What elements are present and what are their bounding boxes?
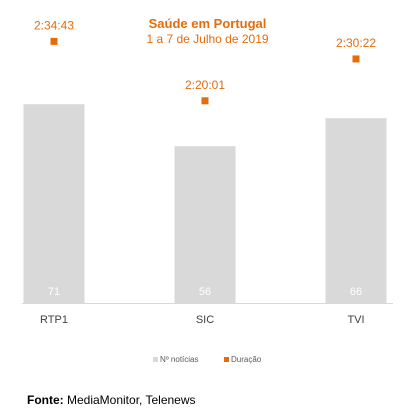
bar-value-label: 71 bbox=[48, 286, 60, 298]
bar-value-label: 56 bbox=[199, 286, 211, 298]
duration-marker-sic bbox=[201, 97, 209, 105]
legend-label-noticias: Nº notícias bbox=[160, 355, 199, 364]
bar-tvi bbox=[325, 118, 387, 303]
duration-marker-tvi bbox=[352, 55, 360, 63]
source-label: Fonte: bbox=[27, 393, 64, 407]
source-text: MediaMonitor, Telenews bbox=[63, 393, 196, 407]
bar-rtp1 bbox=[23, 104, 85, 303]
duration-marker-rtp1 bbox=[50, 37, 58, 45]
x-tick-label: TVI bbox=[347, 314, 364, 326]
legend-swatch-duracao bbox=[224, 357, 229, 362]
legend-label-duracao: Duração bbox=[231, 355, 262, 364]
duration-value-label: 2:34:43 bbox=[34, 18, 74, 32]
x-tick-label: SIC bbox=[196, 314, 214, 326]
x-tick-label: RTP1 bbox=[40, 314, 68, 326]
source-note: Fonte: MediaMonitor, Telenews bbox=[27, 393, 196, 407]
bar-sic bbox=[174, 146, 236, 303]
duration-value-label: 2:20:01 bbox=[185, 78, 225, 92]
bar-value-label: 66 bbox=[350, 286, 362, 298]
duration-value-label: 2:30:22 bbox=[336, 36, 376, 50]
legend-swatch-noticias bbox=[153, 357, 158, 362]
chart-title: Saúde em Portugal bbox=[148, 16, 267, 31]
chart-subtitle: 1 a 7 de Julho de 2019 bbox=[146, 32, 269, 46]
